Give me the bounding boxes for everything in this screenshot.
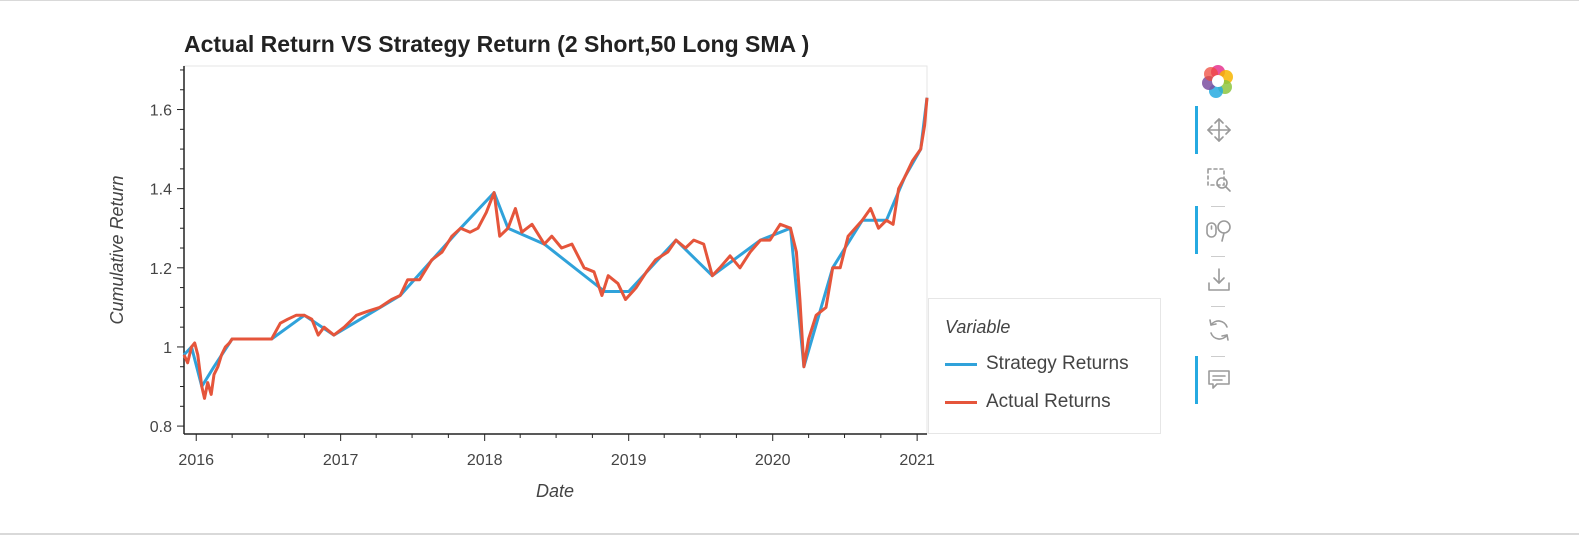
y-tick-label: 1.6 [150, 103, 172, 120]
legend-label-actual-returns: Actual Returns [986, 391, 1111, 412]
y-tick-label: 1.2 [150, 261, 172, 278]
hover-icon [1208, 370, 1230, 389]
series-line-actual-returns[interactable] [182, 97, 929, 400]
reset-icon [1209, 319, 1229, 341]
legend-item-actual-returns[interactable]: Actual Returns [945, 391, 1111, 413]
hover-tool[interactable] [1195, 356, 1245, 404]
frame-top-border [0, 0, 1579, 1]
toolbar-separator [1211, 306, 1225, 307]
series-layer[interactable] [182, 97, 929, 400]
chart-toolbar [1195, 60, 1245, 420]
hover-tool-active-indicator [1195, 356, 1198, 404]
pan-tool[interactable] [1195, 106, 1245, 154]
toolbar-separator [1211, 206, 1225, 207]
frame-bottom-border [0, 533, 1579, 535]
x-tick-label: 2021 [899, 452, 935, 469]
y-tick-label: 0.8 [150, 419, 172, 436]
y-tick-label: 1.4 [150, 182, 172, 199]
x-tick-label: 2019 [611, 452, 647, 469]
x-axis: 2016 2017 2018 2019 2020 2021 [178, 433, 935, 469]
legend-swatch-strategy-returns [945, 362, 977, 366]
box-zoom-icon [1207, 168, 1231, 192]
wheel-zoom-icon [1206, 220, 1231, 242]
y-axis: 0.8 1 1.2 1.4 1.6 [150, 66, 185, 436]
x-tick-label: 2018 [467, 452, 503, 469]
save-icon [1208, 268, 1230, 291]
legend-title: Variable [945, 317, 1011, 337]
x-tick-label: 2020 [755, 452, 791, 469]
x-tick-label: 2017 [323, 452, 359, 469]
legend: Variable Strategy Returns Actual Returns [928, 298, 1161, 434]
box-zoom-tool[interactable] [1195, 156, 1245, 204]
logo-icon[interactable] [1201, 64, 1235, 98]
toolbar-separator [1211, 356, 1225, 357]
reset-tool[interactable] [1195, 306, 1245, 354]
toolbar-separator [1211, 256, 1225, 257]
wheel-zoom-tool-active-indicator [1195, 206, 1198, 254]
wheel-zoom-tool[interactable] [1195, 206, 1245, 254]
save-tool[interactable] [1195, 256, 1245, 304]
y-axis-label: Cumulative Return [107, 175, 127, 324]
chart-title: Actual Return VS Strategy Return (2 Shor… [184, 31, 809, 57]
pan-icon [1207, 118, 1231, 142]
y-tick-label: 1 [163, 340, 172, 357]
legend-swatch-actual-returns [945, 400, 977, 404]
x-axis-label: Date [536, 481, 574, 501]
legend-label-strategy-returns: Strategy Returns [986, 353, 1129, 374]
legend-item-strategy-returns[interactable]: Strategy Returns [945, 353, 1129, 375]
x-tick-label: 2016 [178, 452, 214, 469]
pan-tool-active-indicator [1195, 106, 1198, 154]
plot-frame [183, 65, 928, 435]
